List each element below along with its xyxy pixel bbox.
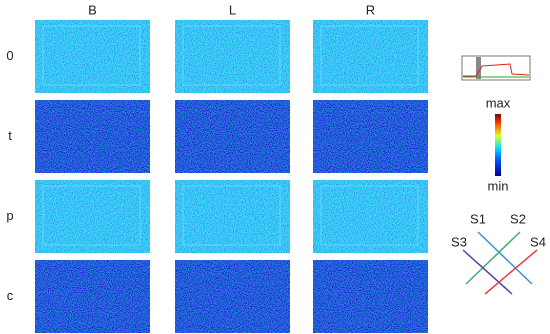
schematic-label: S1 [470, 211, 486, 226]
heatmap-noise [313, 100, 428, 173]
colorbar-max: max [486, 95, 511, 110]
sample-outline [320, 185, 419, 246]
schematic-label: S2 [510, 211, 526, 226]
row-label: 0 [6, 48, 13, 63]
column-label: L [229, 2, 236, 17]
sample-outline [320, 25, 419, 86]
row-label: t [8, 128, 12, 143]
sample-outline [42, 25, 141, 86]
heatmap-noise [313, 260, 428, 333]
heatmap-noise [35, 260, 150, 333]
schematic [462, 231, 538, 295]
row-label: c [7, 288, 14, 303]
sample-outline [182, 185, 281, 246]
sample-outline [182, 25, 281, 86]
heatmap-noise [175, 20, 290, 93]
heatmap-noise [175, 180, 290, 253]
heatmap-noise [175, 100, 290, 173]
row-label: p [6, 208, 13, 223]
heatmap-noise [175, 260, 290, 333]
heatmap-noise [35, 180, 150, 253]
schematic-label: S3 [451, 234, 467, 249]
colorbar-min: min [488, 178, 509, 193]
heatmap-noise [35, 20, 150, 93]
column-label: R [366, 2, 375, 17]
colorbar [495, 114, 501, 176]
column-label: B [88, 2, 97, 17]
heatmap-noise [313, 180, 428, 253]
sample-outline [42, 185, 141, 246]
heatmap-noise [313, 20, 428, 93]
inset-plot [461, 55, 531, 81]
schematic-label: S4 [530, 234, 546, 249]
heatmap-noise [35, 100, 150, 173]
